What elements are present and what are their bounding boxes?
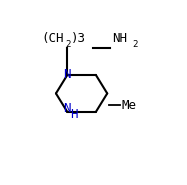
Text: N: N [64,102,71,115]
Text: 2: 2 [65,40,70,49]
Text: (CH: (CH [42,32,64,45]
Text: N: N [64,68,71,81]
Text: H: H [70,108,78,121]
Text: NH: NH [112,32,127,45]
Text: 2: 2 [132,40,137,49]
Text: Me: Me [122,99,137,112]
Text: )3: )3 [71,32,86,45]
